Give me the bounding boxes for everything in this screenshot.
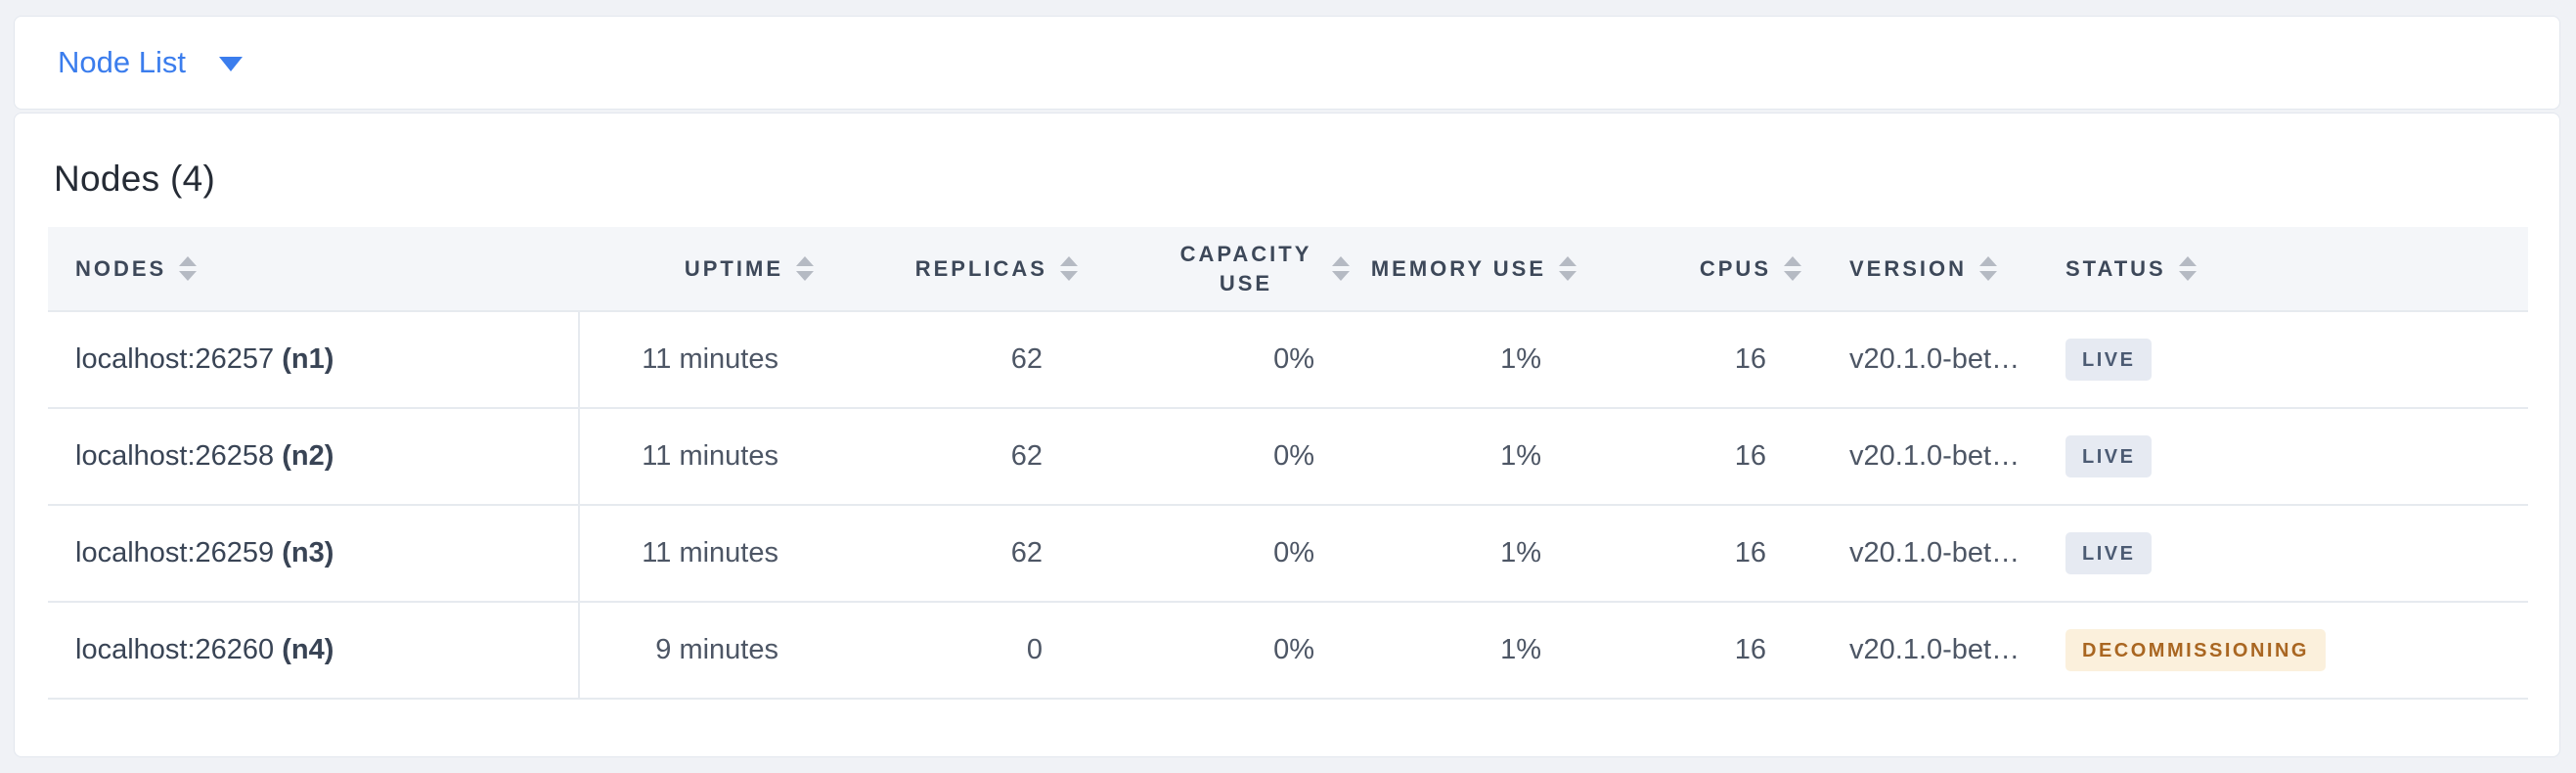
table-header-row: NODES UPTIME REPLICAS bbox=[48, 227, 2528, 312]
column-header-uptime[interactable]: UPTIME bbox=[579, 227, 814, 312]
sort-icon bbox=[1559, 256, 1577, 281]
view-selector-bar: Node List bbox=[14, 16, 2560, 110]
cell-memory-use: 1% bbox=[1350, 311, 1577, 409]
cell-uptime: 11 minutes bbox=[579, 311, 814, 409]
sort-icon bbox=[1784, 256, 1801, 281]
cell-capacity-use: 0% bbox=[1078, 408, 1350, 506]
caret-down-icon bbox=[218, 57, 243, 71]
sort-icon bbox=[1979, 256, 1998, 281]
cell-cpus: 16 bbox=[1577, 602, 1801, 700]
status-badge: LIVE bbox=[2065, 532, 2153, 574]
nodes-table: NODES UPTIME REPLICAS bbox=[48, 227, 2528, 700]
node-address: localhost:26257 bbox=[75, 343, 275, 375]
column-header-capacity-use[interactable]: CAPACITY USE bbox=[1078, 227, 1350, 312]
cell-replicas: 62 bbox=[814, 408, 1078, 506]
column-header-version[interactable]: VERSION bbox=[1801, 227, 2046, 312]
column-header-memory-use[interactable]: MEMORY USE bbox=[1350, 227, 1577, 312]
sort-icon bbox=[1332, 256, 1350, 281]
cell-status: LIVE bbox=[2046, 311, 2528, 409]
cell-version: v20.1.0-bet… bbox=[1801, 602, 2046, 700]
column-header-nodes[interactable]: NODES bbox=[48, 227, 579, 312]
table-row-n1: localhost:26257 (n1) 11 minutes 62 0% 1%… bbox=[48, 311, 2528, 409]
page-title: Nodes (4) bbox=[54, 159, 216, 199]
sort-icon bbox=[796, 256, 814, 281]
cell-capacity-use: 0% bbox=[1078, 602, 1350, 700]
cell-replicas: 0 bbox=[814, 602, 1078, 700]
cell-memory-use: 1% bbox=[1350, 408, 1577, 506]
sort-icon bbox=[179, 256, 198, 281]
column-header-replicas[interactable]: REPLICAS bbox=[814, 227, 1078, 312]
cell-uptime: 11 minutes bbox=[579, 408, 814, 506]
node-address: localhost:26260 bbox=[75, 634, 275, 665]
node-id: (n3) bbox=[282, 537, 334, 568]
node-id: (n1) bbox=[282, 343, 334, 375]
cell-node-address[interactable]: localhost:26260 (n4) bbox=[48, 602, 580, 700]
status-badge: DECOMMISSIONING bbox=[2065, 629, 2326, 671]
cell-node-address[interactable]: localhost:26258 (n2) bbox=[48, 408, 580, 506]
cell-status: LIVE bbox=[2046, 505, 2528, 603]
cell-memory-use: 1% bbox=[1350, 505, 1577, 603]
column-header-cpus[interactable]: CPUS bbox=[1577, 227, 1801, 312]
table-row-n2: localhost:26258 (n2) 11 minutes 62 0% 1%… bbox=[48, 408, 2528, 506]
table-row-n3: localhost:26259 (n3) 11 minutes 62 0% 1%… bbox=[48, 505, 2528, 603]
sort-icon bbox=[2178, 256, 2197, 281]
node-address: localhost:26259 bbox=[75, 537, 275, 568]
table-row-n4: localhost:26260 (n4) 9 minutes 0 0% 1% 1… bbox=[48, 602, 2528, 700]
cell-memory-use: 1% bbox=[1350, 602, 1577, 700]
cell-node-address[interactable]: localhost:26259 (n3) bbox=[48, 505, 580, 603]
cell-version: v20.1.0-bet… bbox=[1801, 408, 2046, 506]
cell-cpus: 16 bbox=[1577, 505, 1801, 603]
cell-version: v20.1.0-bet… bbox=[1801, 311, 2046, 409]
cell-cpus: 16 bbox=[1577, 408, 1801, 506]
cell-status: LIVE bbox=[2046, 408, 2528, 506]
cell-node-address[interactable]: localhost:26257 (n1) bbox=[48, 311, 580, 409]
column-header-status[interactable]: STATUS bbox=[2046, 227, 2528, 312]
cell-status: DECOMMISSIONING bbox=[2046, 602, 2528, 700]
node-address: localhost:26258 bbox=[75, 440, 275, 472]
sort-icon bbox=[1060, 256, 1078, 281]
cell-capacity-use: 0% bbox=[1078, 311, 1350, 409]
cell-uptime: 11 minutes bbox=[579, 505, 814, 603]
cell-version: v20.1.0-bet… bbox=[1801, 505, 2046, 603]
status-badge: LIVE bbox=[2065, 435, 2153, 477]
cell-replicas: 62 bbox=[814, 311, 1078, 409]
cell-cpus: 16 bbox=[1577, 311, 1801, 409]
node-id: (n2) bbox=[282, 440, 334, 472]
nodes-card: Nodes (4) NODES UPTIME bbox=[14, 113, 2560, 757]
cell-capacity-use: 0% bbox=[1078, 505, 1350, 603]
cell-uptime: 9 minutes bbox=[579, 602, 814, 700]
cell-replicas: 62 bbox=[814, 505, 1078, 603]
view-mode-label: Node List bbox=[58, 45, 186, 79]
status-badge: LIVE bbox=[2065, 339, 2153, 381]
view-mode-dropdown[interactable]: Node List bbox=[58, 45, 243, 80]
node-id: (n4) bbox=[282, 634, 334, 665]
